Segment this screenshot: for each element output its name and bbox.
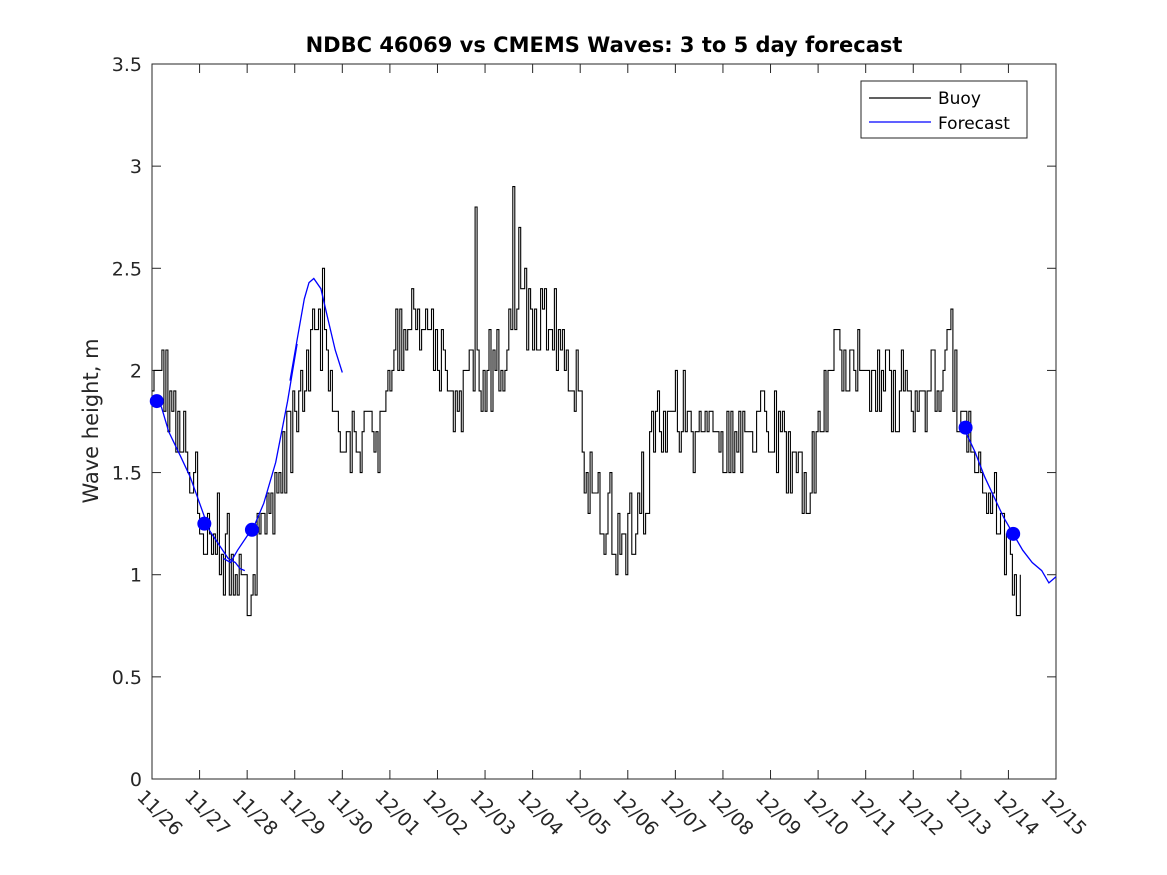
x-tick-label: 12/10 (799, 786, 853, 840)
x-tick-label: 12/04 (513, 786, 567, 840)
forecast-series-line (289, 277, 343, 381)
y-tick-label: 2.5 (112, 258, 142, 280)
x-tick-label: 11/30 (323, 786, 377, 840)
plot-area: 0 0.5 1 1.5 2 2.5 3 3.5 11/2611/2711/2811/2911/3… (112, 54, 1091, 840)
x-tick-label: 11/27 (180, 786, 234, 840)
forecast-series-line (960, 421, 1057, 584)
x-tick-label: 12/02 (418, 786, 472, 840)
x-tick-label: 12/03 (466, 786, 520, 840)
x-tick-label: 12/15 (1036, 786, 1090, 840)
forecast-marker (244, 522, 259, 537)
x-tick-label: 11/29 (275, 786, 329, 840)
y-tick-label: 2 (130, 360, 142, 382)
forecast-marker (197, 516, 212, 531)
legend-forecast-label: Forecast (938, 114, 1010, 134)
x-tick-label: 12/06 (608, 786, 662, 840)
legend-buoy-label: Buoy (938, 89, 981, 109)
x-tick-label: 12/05 (561, 786, 615, 840)
x-tick-label: 12/09 (751, 786, 805, 840)
legend: Buoy Forecast (860, 80, 1028, 139)
x-tick-label: 11/28 (228, 786, 282, 840)
x-tick-label: 12/08 (703, 786, 757, 840)
x-tick-label: 12/07 (656, 786, 710, 840)
x-tick-label: 11/26 (132, 786, 186, 840)
x-tick-label: 12/12 (894, 786, 948, 840)
legend-box (860, 80, 1028, 139)
y-tick-label: 0 (130, 769, 142, 791)
chart-title: NDBC 46069 vs CMEMS Waves: 3 to 5 day fo… (306, 33, 903, 57)
buoy-series-line (152, 186, 1021, 617)
forecast-marker (149, 394, 164, 409)
axes-box (151, 63, 1057, 780)
x-tick-label: 12/14 (989, 786, 1043, 840)
x-tick-label: 12/01 (370, 786, 424, 840)
y-tick-label: 1 (130, 565, 142, 587)
x-tick-label: 12/13 (941, 786, 995, 840)
y-tick-label: 1.5 (112, 463, 142, 485)
x-tick-label: 12/11 (846, 786, 900, 840)
y-tick-label: 0.5 (112, 667, 142, 689)
forecast-series-line (156, 400, 246, 572)
y-axis-label: Wave height, m (79, 338, 103, 503)
forecast-marker (958, 420, 973, 435)
y-tick-label: 3 (130, 156, 142, 178)
y-tick-label: 3.5 (112, 54, 142, 76)
forecast-marker (1006, 526, 1021, 541)
